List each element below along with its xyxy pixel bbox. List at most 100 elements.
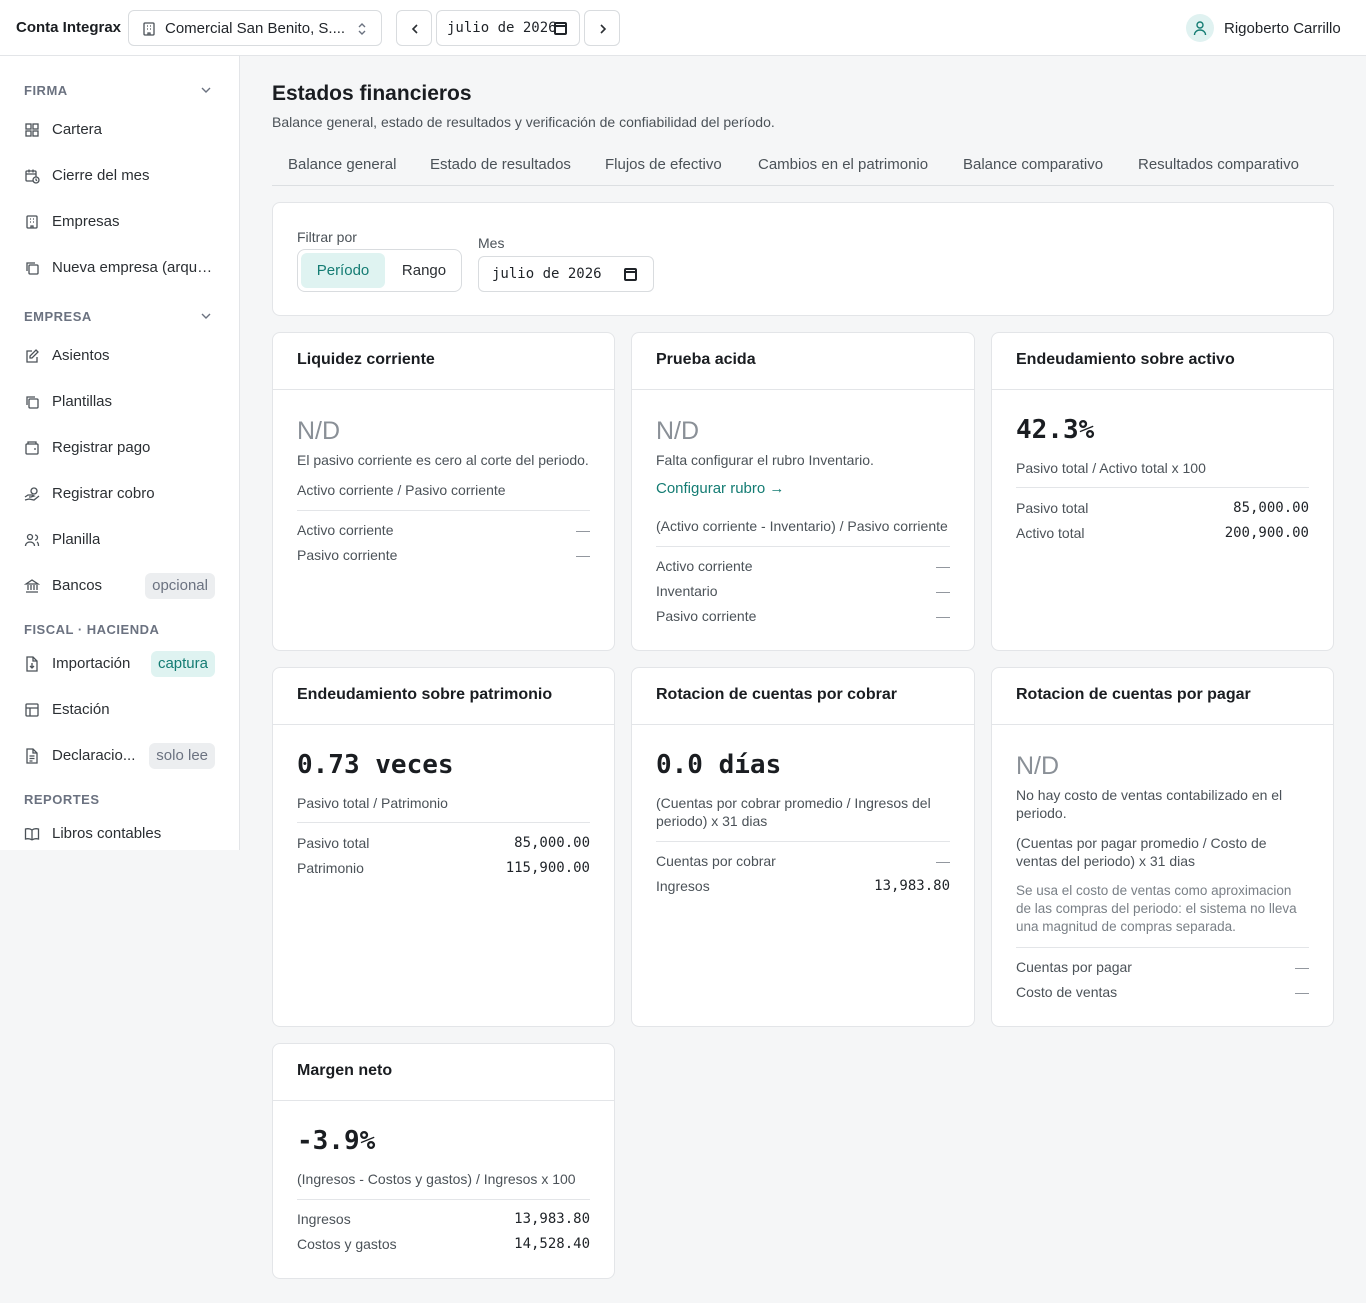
section-header-reportes: REPORTES [24, 792, 100, 807]
row-label: Cuentas por pagar [1016, 959, 1132, 975]
detail-row: Patrimonio 115,900.00 [297, 860, 590, 880]
calendar-icon[interactable] [624, 268, 637, 281]
card-header: Endeudamiento sobre activo [992, 333, 1333, 390]
company-selector-value: Comercial San Benito, S.... [165, 20, 346, 37]
card-header: Endeudamiento sobre patrimonio [273, 668, 614, 725]
detail-row: Cuentas por cobrar — [656, 853, 950, 873]
row-value: — [1295, 959, 1309, 975]
row-label: Cuentas por cobrar [656, 853, 776, 869]
section-header-firma[interactable]: FIRMA [24, 83, 68, 98]
report-tabs: Balance general Estado de resultados Flu… [272, 148, 1334, 186]
tab-estado-de-resultados[interactable]: Estado de resultados [430, 156, 571, 173]
filter-periodo-button[interactable]: Período [301, 253, 385, 288]
sidebar-item-declaraciones[interactable]: Declaracio... solo lee [0, 736, 239, 776]
company-selector[interactable]: Comercial San Benito, S.... [128, 10, 382, 46]
detail-row: Activo total 200,900.00 [1016, 525, 1309, 545]
chevron-down-icon[interactable] [200, 310, 212, 322]
ratio-value: -3.9% [297, 1126, 376, 1156]
month-label: Mes [478, 235, 505, 251]
sidebar-item-registrar-pago[interactable]: Registrar pago [0, 428, 239, 468]
sidebar-item-label: Bancos [52, 577, 103, 594]
sidebar-item-cartera[interactable]: Cartera [0, 110, 239, 150]
detail-row: Pasivo corriente — [297, 547, 590, 567]
ratio-card-rotacion-cobrar: Rotacion de cuentas por cobrar 0.0 días … [631, 667, 975, 1027]
ratio-note: El pasivo corriente es cero al corte del… [297, 452, 589, 468]
filter-mode-toggle: Período Rango [297, 249, 462, 292]
badge-optional: opcional [145, 573, 215, 599]
row-value: — [936, 608, 950, 624]
ratio-card-prueba-acida: Prueba acida N/D Falta configurar el rub… [631, 332, 975, 651]
ratio-value: N/D [297, 417, 341, 445]
card-header: Rotacion de cuentas por cobrar [632, 668, 974, 725]
card-header: Rotacion de cuentas por pagar [992, 668, 1333, 725]
row-label: Inventario [656, 583, 718, 599]
sidebar-item-empresas[interactable]: Empresas [0, 202, 239, 242]
ratio-value: 0.0 días [656, 750, 782, 780]
section-header-empresa[interactable]: EMPRESA [24, 309, 92, 324]
sidebar-item-label: Registrar pago [52, 439, 151, 456]
month-input-value: julio de 2026 [492, 266, 602, 282]
tab-balance-general[interactable]: Balance general [288, 156, 397, 173]
sidebar-item-estacion[interactable]: Estación [0, 690, 239, 730]
ratio-explanation: Se usa el costo de ventas como aproximac… [1016, 883, 1297, 934]
detail-row: Pasivo corriente — [656, 608, 950, 628]
row-label: Costos y gastos [297, 1236, 397, 1252]
period-date-input[interactable]: julio de 2026 [436, 10, 580, 46]
detail-row: Pasivo total 85,000.00 [1016, 500, 1309, 520]
row-value: 200,900.00 [1224, 525, 1309, 541]
filter-label: Filtrar por [297, 229, 357, 245]
divider [1016, 487, 1309, 488]
filter-rango-button[interactable]: Rango [401, 262, 447, 279]
sidebar-item-nueva-empresa[interactable]: Nueva empresa (arque... [0, 248, 239, 288]
filter-panel: Filtrar por Período Rango Mes julio de 2… [272, 202, 1334, 316]
sidebar-item-label: Plantillas [52, 393, 113, 410]
configure-rubro-link[interactable]: Configurar rubro → [656, 480, 785, 497]
tab-cambios-en-el-patrimonio[interactable]: Cambios en el patrimonio [758, 156, 929, 173]
user-menu[interactable]: Rigoberto Carrillo [1186, 14, 1342, 42]
sidebar-item-planilla[interactable]: Planilla [0, 520, 239, 560]
row-label: Patrimonio [297, 860, 364, 876]
sidebar-item-cierre-del-mes[interactable]: Cierre del mes [0, 156, 239, 196]
sidebar-item-registrar-cobro[interactable]: Registrar cobro [0, 474, 239, 514]
sidebar-item-label: Importación [52, 655, 131, 672]
sidebar-item-asientos[interactable]: Asientos [0, 336, 239, 376]
divider [297, 822, 590, 823]
card-header: Margen neto [273, 1044, 614, 1101]
row-label: Pasivo corriente [297, 547, 398, 563]
sidebar-item-importacion[interactable]: Importación captura [0, 644, 239, 684]
calendar-icon[interactable] [554, 22, 567, 35]
row-value: 13,983.80 [874, 878, 950, 894]
file-text-icon [26, 748, 38, 764]
divider [1016, 947, 1309, 948]
previous-month-button[interactable] [396, 10, 432, 46]
row-value: — [936, 853, 950, 869]
edit-icon [26, 349, 39, 363]
row-value: 13,983.80 [514, 1211, 590, 1227]
row-value: 85,000.00 [514, 835, 590, 851]
copy-icon [26, 396, 39, 409]
detail-row: Costos y gastos 14,528.40 [297, 1236, 590, 1256]
wallet-icon [25, 441, 39, 455]
sidebar-item-plantillas[interactable]: Plantillas [0, 382, 239, 422]
next-month-button[interactable] [584, 10, 620, 46]
ratio-formula: (Activo corriente - Inventario) / Pasivo… [656, 518, 948, 534]
tab-resultados-comparativo[interactable]: Resultados comparativo [1138, 156, 1299, 173]
divider [297, 1199, 590, 1200]
tab-balance-comparativo[interactable]: Balance comparativo [963, 156, 1104, 173]
sidebar-item-bancos[interactable]: Bancos opcional [0, 566, 239, 606]
row-label: Pasivo corriente [656, 608, 757, 624]
row-label: Activo corriente [297, 522, 394, 538]
brand-name: Conta Integrax [16, 19, 122, 36]
ratio-note: No hay costo de ventas contabilizado en … [1016, 787, 1283, 821]
tab-flujos-de-efectivo[interactable]: Flujos de efectivo [605, 156, 722, 173]
sidebar-item-label: Planilla [52, 531, 101, 548]
sidebar-item-libros-contables[interactable]: Libros contables [0, 814, 239, 854]
user-icon [1193, 21, 1207, 36]
chevron-down-icon[interactable] [200, 84, 212, 96]
page-title: Estados financieros [272, 82, 472, 105]
month-input[interactable]: julio de 2026 [478, 256, 654, 292]
ratio-formula: (Ingresos - Costos y gastos) / Ingresos … [297, 1171, 576, 1187]
badge-read-only: solo lee [149, 743, 215, 769]
detail-row: Costo de ventas — [1016, 984, 1309, 1004]
top-bar: Conta Integrax Comercial San Benito, S..… [0, 0, 1366, 56]
